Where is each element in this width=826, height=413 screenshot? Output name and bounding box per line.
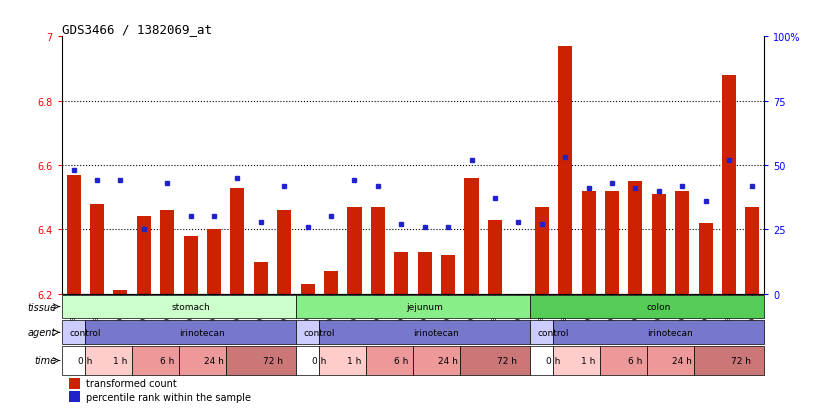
Bar (553, 321, 764, 344)
Text: irinotecan: irinotecan (648, 328, 693, 337)
Bar (699, 223, 713, 294)
Text: tissue: tissue (27, 302, 56, 312)
Text: 24 h: 24 h (672, 356, 692, 365)
Text: agent: agent (28, 328, 56, 337)
Bar (722, 76, 736, 294)
Bar (296, 295, 530, 319)
Text: control: control (538, 328, 569, 337)
Bar (441, 256, 455, 294)
Bar (629, 182, 643, 294)
Text: control: control (304, 328, 335, 337)
Text: 1 h: 1 h (113, 356, 128, 365)
Bar (530, 321, 553, 344)
Bar (324, 271, 338, 294)
Bar (85, 347, 132, 375)
Bar (69, 392, 80, 402)
Bar (320, 321, 530, 344)
Bar (69, 378, 80, 389)
Bar (62, 347, 85, 375)
Bar (296, 347, 320, 375)
Text: jejunum: jejunum (406, 302, 443, 311)
Text: 6 h: 6 h (160, 356, 174, 365)
Bar (179, 347, 225, 375)
Text: 72 h: 72 h (263, 356, 282, 365)
Text: 0 h: 0 h (546, 356, 561, 365)
Bar (183, 236, 197, 294)
Bar (90, 204, 104, 294)
Text: 0 h: 0 h (78, 356, 93, 365)
Bar (132, 347, 179, 375)
Bar (601, 347, 647, 375)
Bar (647, 347, 694, 375)
Bar (160, 211, 174, 294)
Bar (225, 347, 296, 375)
Bar (413, 347, 460, 375)
Bar (85, 321, 296, 344)
Text: 24 h: 24 h (204, 356, 224, 365)
Bar (745, 207, 759, 294)
Text: 1 h: 1 h (582, 356, 596, 365)
Text: 72 h: 72 h (496, 356, 516, 365)
Bar (366, 347, 413, 375)
Bar (553, 347, 601, 375)
Text: colon: colon (647, 302, 671, 311)
Text: GDS3466 / 1382069_at: GDS3466 / 1382069_at (62, 23, 212, 36)
Bar (278, 211, 292, 294)
Text: percentile rank within the sample: percentile rank within the sample (86, 392, 251, 402)
Bar (371, 207, 385, 294)
Bar (460, 347, 530, 375)
Bar (530, 347, 553, 375)
Text: 6 h: 6 h (628, 356, 643, 365)
Bar (605, 191, 619, 294)
Text: stomach: stomach (171, 302, 210, 311)
Bar (652, 195, 666, 294)
Bar (320, 347, 366, 375)
Bar (530, 295, 764, 319)
Bar (113, 291, 127, 294)
Bar (137, 217, 151, 294)
Bar (67, 175, 81, 294)
Bar (62, 295, 296, 319)
Text: 6 h: 6 h (394, 356, 409, 365)
Bar (511, 294, 525, 300)
Bar (207, 230, 221, 294)
Text: irinotecan: irinotecan (414, 328, 459, 337)
Bar (296, 321, 320, 344)
Text: irinotecan: irinotecan (179, 328, 225, 337)
Bar (488, 220, 502, 294)
Text: control: control (69, 328, 101, 337)
Bar (62, 321, 85, 344)
Bar (230, 188, 244, 294)
Bar (675, 191, 689, 294)
Bar (464, 178, 478, 294)
Text: 24 h: 24 h (438, 356, 458, 365)
Bar (348, 207, 362, 294)
Bar (694, 347, 764, 375)
Bar (394, 252, 408, 294)
Text: time: time (34, 356, 56, 366)
Text: 1 h: 1 h (347, 356, 362, 365)
Text: 72 h: 72 h (731, 356, 751, 365)
Bar (558, 47, 572, 294)
Bar (534, 207, 548, 294)
Bar (254, 262, 268, 294)
Bar (418, 252, 432, 294)
Text: 0 h: 0 h (312, 356, 326, 365)
Bar (582, 191, 596, 294)
Text: transformed count: transformed count (86, 378, 177, 388)
Bar (301, 285, 315, 294)
